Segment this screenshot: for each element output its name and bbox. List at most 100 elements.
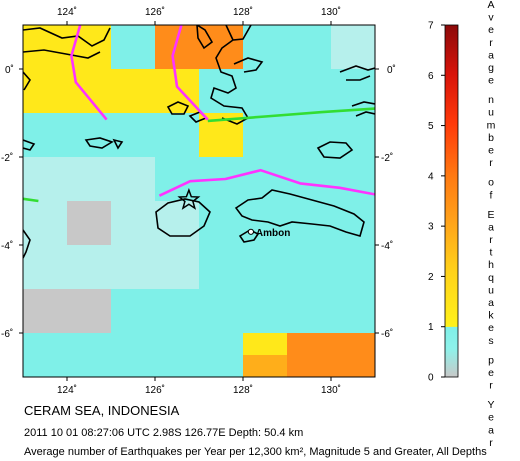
grid-cell [155, 289, 200, 334]
plate-boundary-line [70, 25, 108, 121]
grid-cell [67, 289, 112, 334]
colorbar-tick-label: 5 [428, 121, 434, 132]
grid-cell [243, 25, 288, 70]
grid-cell [243, 113, 288, 158]
lat-tick-label: -6˚ [1, 328, 13, 340]
grid-cell [111, 157, 156, 202]
grid-cell [111, 69, 156, 114]
map-frame [22, 24, 376, 378]
grid-cell [287, 69, 332, 114]
grid-cell [287, 289, 332, 334]
sula-islands [23, 137, 124, 151]
grid-cell [155, 201, 200, 246]
colorbar-tick-label: 2 [428, 272, 434, 283]
grid-cell [155, 113, 200, 158]
grid-cell [287, 157, 332, 202]
map-description: Average number of Earthquakes per Year p… [24, 446, 487, 458]
colorbar-ticks: 0 1 2 3 4 5 6 7 [428, 21, 445, 384]
grid-cell [111, 25, 156, 70]
misool-island [316, 141, 354, 159]
lat-tick-label: -4˚ [1, 240, 13, 252]
lat-tick-label: -2˚ [1, 152, 13, 164]
lon-tick-label: 130˚ [321, 6, 341, 18]
halmahera-island [210, 25, 264, 125]
grid-cell [23, 355, 68, 377]
seram-island [234, 189, 365, 237]
map-title: CERAM SEA, INDONESIA [24, 403, 180, 418]
grid-cell [155, 25, 200, 70]
grid-cell [23, 25, 68, 70]
colorbar-tick-label: 7 [428, 21, 434, 32]
grid-cell [23, 289, 68, 334]
lat-tick-label: -2˚ [381, 152, 393, 164]
plate-boundary-line [207, 107, 375, 123]
grid-cell [243, 69, 288, 114]
lon-tick-label: 128˚ [233, 384, 253, 396]
grid-cell [331, 245, 375, 290]
grid-cell [155, 355, 200, 377]
salawati-island [351, 101, 375, 117]
buru-island [155, 198, 211, 237]
colorbar-tick-label: 3 [428, 222, 434, 233]
latitude-ticks: 0˚ -2˚ -4˚ -6˚ 0˚ -2˚ -4˚ -6˚ [1, 64, 396, 340]
axis-tick-marks [19, 21, 379, 381]
grid-cell [111, 113, 156, 158]
lon-tick-label: 128˚ [233, 6, 253, 18]
colorbar-gradient [444, 24, 459, 378]
grid-cell [287, 355, 332, 377]
grid-cell [331, 25, 375, 70]
grid-cell [155, 69, 200, 114]
grid-cell [243, 355, 288, 377]
lat-tick-label: 0˚ [387, 64, 396, 76]
lon-tick-label: 130˚ [321, 384, 341, 396]
grid-cell [23, 69, 68, 114]
grid-cell [243, 245, 288, 290]
grid-cell [331, 113, 375, 158]
grid-cell [155, 245, 200, 290]
wetar-coast [23, 229, 31, 259]
grid-cell [199, 289, 244, 334]
waigeo-island [339, 65, 375, 81]
grid-cell [67, 201, 112, 246]
lon-tick-label: 126˚ [145, 6, 165, 18]
colorbar-tick-label: 6 [428, 71, 434, 82]
grid-cell [331, 289, 375, 334]
grid-cell [331, 157, 375, 202]
plate-boundary-line [158, 168, 375, 197]
grid-cell [111, 245, 156, 290]
grid-cell [243, 289, 288, 334]
grid-cell [67, 157, 112, 202]
grid-cell [111, 201, 156, 246]
grid-cell [67, 245, 112, 290]
plate-boundary-line [23, 197, 39, 203]
grid-cell [67, 113, 112, 158]
event-details: 2011 10 01 08:27:06 UTC 2.98S 126.77E De… [24, 427, 304, 439]
grid-cell [243, 201, 288, 246]
lon-tick-label: 124˚ [57, 6, 77, 18]
colorbar-tick-label: 4 [428, 171, 434, 182]
grid-cell [23, 113, 68, 158]
lat-tick-label: 0˚ [5, 64, 14, 76]
grid-cell [199, 355, 244, 377]
grid-cell [23, 201, 68, 246]
plate-boundaries [23, 25, 375, 203]
colorbar-tick-label: 1 [428, 322, 434, 333]
longitude-ticks: 124˚ 126˚ 128˚ 130˚ 124˚ 126˚ 128˚ 130˚ [57, 6, 341, 396]
grid-cell [287, 25, 332, 70]
lon-tick-label: 124˚ [57, 384, 77, 396]
city-label-ambon: Ambon [256, 228, 290, 239]
grid-cell [243, 157, 288, 202]
grid-cell [23, 157, 68, 202]
grid-cell [287, 245, 332, 290]
morotai-island [196, 25, 214, 50]
lon-tick-label: 126˚ [145, 384, 165, 396]
